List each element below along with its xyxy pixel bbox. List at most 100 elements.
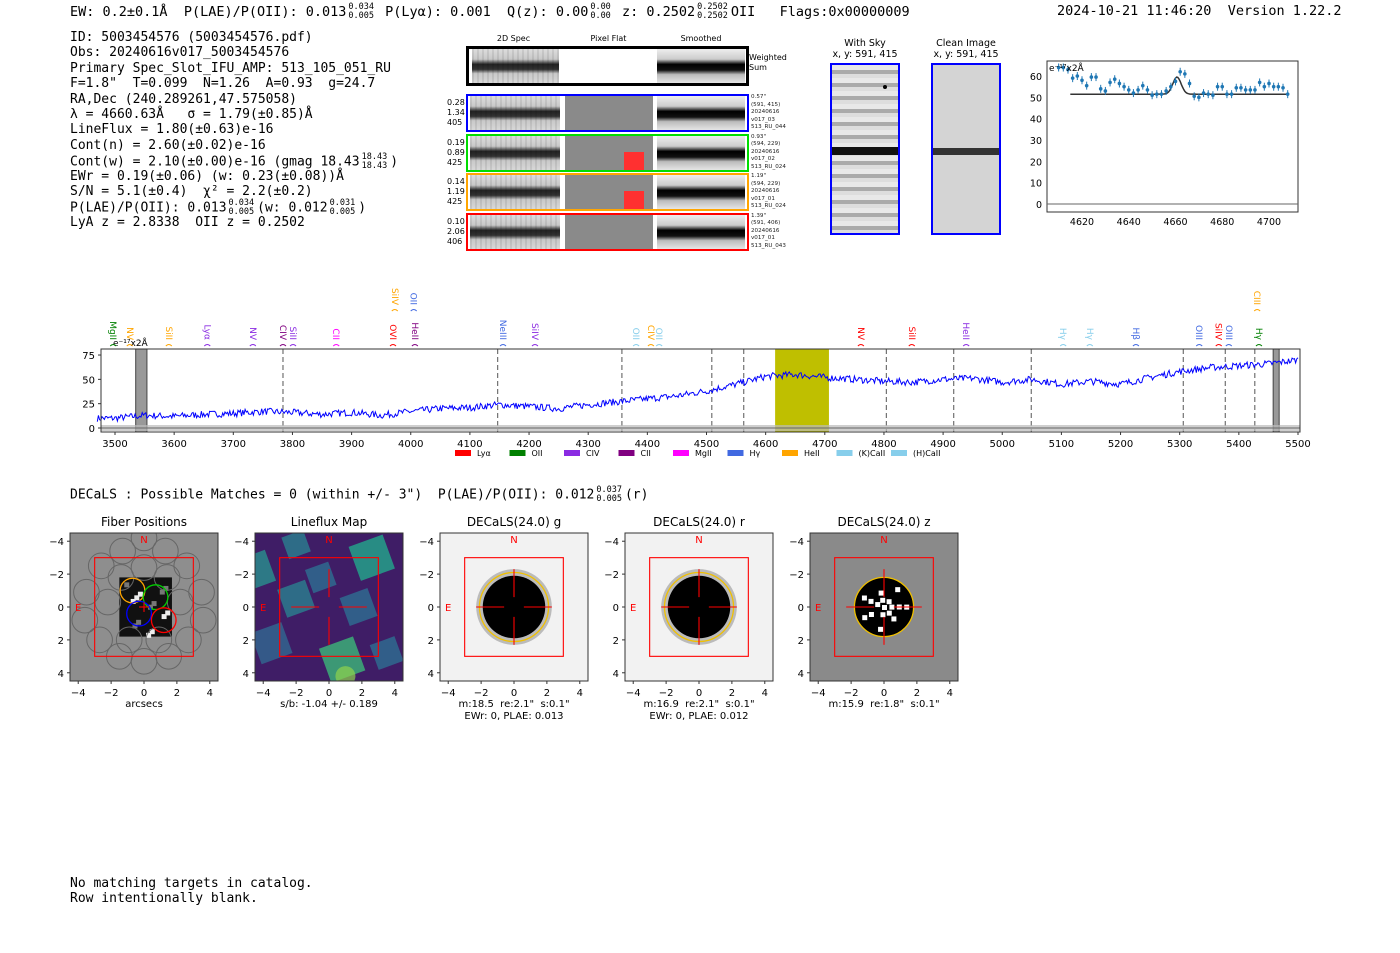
fiber-info: 1.39" (591, 406) 20240616 v017_01 513_RU…	[751, 212, 786, 249]
info-text: P(LAE)/P(OII): 0.013	[70, 200, 227, 216]
x-tick-label: −2	[289, 688, 304, 699]
y-tick-label: 50	[82, 375, 95, 386]
cutout-caption: EWr: 0, PLAE: 0.012	[649, 711, 748, 722]
legend-label: CIV	[586, 449, 600, 458]
data-point	[1084, 83, 1089, 88]
line-window-band	[775, 349, 829, 432]
upper: 0.031	[329, 198, 356, 209]
line-label: CIV	[277, 325, 287, 341]
lower: 18.43	[361, 161, 388, 172]
no-match-note: No matching targets in catalog.	[70, 876, 313, 891]
column-header: Pixel Flat	[590, 34, 627, 43]
y-tick-label: −4	[234, 537, 249, 548]
zoom-y-tick-label: 0	[1036, 200, 1042, 211]
line-marker	[1086, 344, 1094, 347]
line-label: SiII	[163, 326, 173, 340]
fiber-pixel-flat	[565, 96, 653, 130]
pixel	[161, 614, 167, 620]
masked-region	[135, 348, 148, 433]
data-point	[1285, 92, 1290, 96]
data-point	[1267, 81, 1271, 86]
line-marker	[655, 344, 663, 347]
cutout-fiber: N E Fiber Positions 4 −4 2 −2 0 0 −2 2 −4 4 arcsecs	[49, 515, 219, 710]
fiber-circle	[130, 533, 158, 552]
line-label: HeII	[409, 322, 419, 340]
fiber-smoothed	[657, 214, 745, 249]
data-point	[1229, 92, 1234, 96]
fiber-2d-spec	[470, 214, 560, 249]
line-label: Hγ	[1253, 328, 1263, 341]
y-tick-label: 2	[58, 636, 64, 647]
x-tick-label: 0	[511, 688, 517, 699]
line-label: NV	[247, 327, 257, 341]
data-point	[1197, 95, 1201, 100]
source-core	[482, 575, 546, 639]
north-label: N	[695, 535, 702, 546]
cutout-caption: EWr: 0, PLAE: 0.013	[464, 711, 563, 722]
line-marker	[410, 309, 418, 312]
fiber-info: 0.57" (591, 415) 20240616 v017_03 513_RU…	[751, 94, 786, 131]
lower: 0.005	[228, 207, 255, 218]
x-tick-label: 5500	[1285, 439, 1310, 450]
pixel	[886, 610, 892, 616]
fiber-circle	[109, 537, 136, 565]
legend-swatch	[891, 450, 907, 456]
pixel	[868, 598, 874, 604]
cutout-caption: m:16.9 re:2.1" s:0.1"	[643, 699, 754, 710]
line-label: OII	[408, 293, 418, 305]
line-marker	[1253, 309, 1261, 312]
zoom-x-tick-label: 4680	[1210, 217, 1234, 228]
legend-swatch	[509, 450, 526, 456]
x-tick-label: 4	[577, 688, 583, 699]
pixel	[151, 601, 157, 607]
x-tick-label: 3500	[102, 439, 127, 450]
lower: 0.005	[329, 207, 356, 218]
pixel	[882, 605, 887, 610]
line-marker	[165, 344, 173, 347]
data-point	[1070, 76, 1075, 80]
legend-label: (H)CaII	[913, 449, 940, 458]
data-point	[1220, 84, 1225, 89]
flux-peak	[335, 666, 356, 681]
data-point	[1112, 77, 1117, 82]
x-tick-label: 4400	[635, 439, 660, 450]
cutout-title: Lineflux Map	[291, 515, 367, 529]
line-marker	[857, 344, 865, 347]
fiber-strip	[466, 94, 749, 132]
weighted-2d	[472, 49, 559, 83]
line-marker	[411, 344, 419, 347]
zoom-y-tick-label: 10	[1030, 179, 1042, 190]
qz-lower: 0.00	[590, 11, 611, 21]
x-tick-label: −2	[104, 688, 119, 699]
info-text: Cont(n) = 2.60(±0.02)e-16	[70, 137, 266, 153]
x-tick-label: 4200	[516, 439, 541, 450]
sky-trace	[832, 147, 898, 155]
pixel	[878, 590, 884, 596]
legend-label: Hγ	[750, 449, 761, 458]
info-line: ID: 5003454576 (5003454576.pdf)	[70, 30, 398, 45]
line-label: Hβ	[1130, 327, 1140, 340]
zoom-x-tick-label: 4620	[1070, 217, 1094, 228]
y-tick-label: 4	[58, 669, 64, 680]
legend-swatch	[836, 450, 853, 456]
line-label: CIII	[1251, 291, 1261, 305]
fiber-strip	[466, 133, 749, 172]
zoom-y-tick-label: 40	[1030, 115, 1042, 126]
fiber-circle	[145, 626, 173, 654]
x-tick-label: 2	[729, 688, 735, 699]
x-tick-label: 5400	[1226, 439, 1251, 450]
zoom-y-tick-label: 50	[1030, 93, 1042, 104]
x-tick-label: 3600	[161, 439, 186, 450]
y-tick-label: 2	[613, 636, 619, 647]
line-marker	[203, 344, 211, 347]
z-value: z: 0.2502	[621, 4, 696, 20]
line-marker	[1195, 344, 1203, 347]
cutout-image	[625, 533, 773, 681]
info-text: Cont(w) = 2.10(±0.00)e-16 (gmag 18.43	[70, 154, 360, 170]
fiber-circle	[175, 626, 202, 654]
with-sky-title: With Sky x, y: 591, 415	[832, 38, 898, 60]
pixel	[137, 591, 143, 597]
data-point	[1136, 88, 1140, 92]
line-label: HeII	[960, 322, 970, 340]
x-tick-label: 4100	[457, 439, 482, 450]
